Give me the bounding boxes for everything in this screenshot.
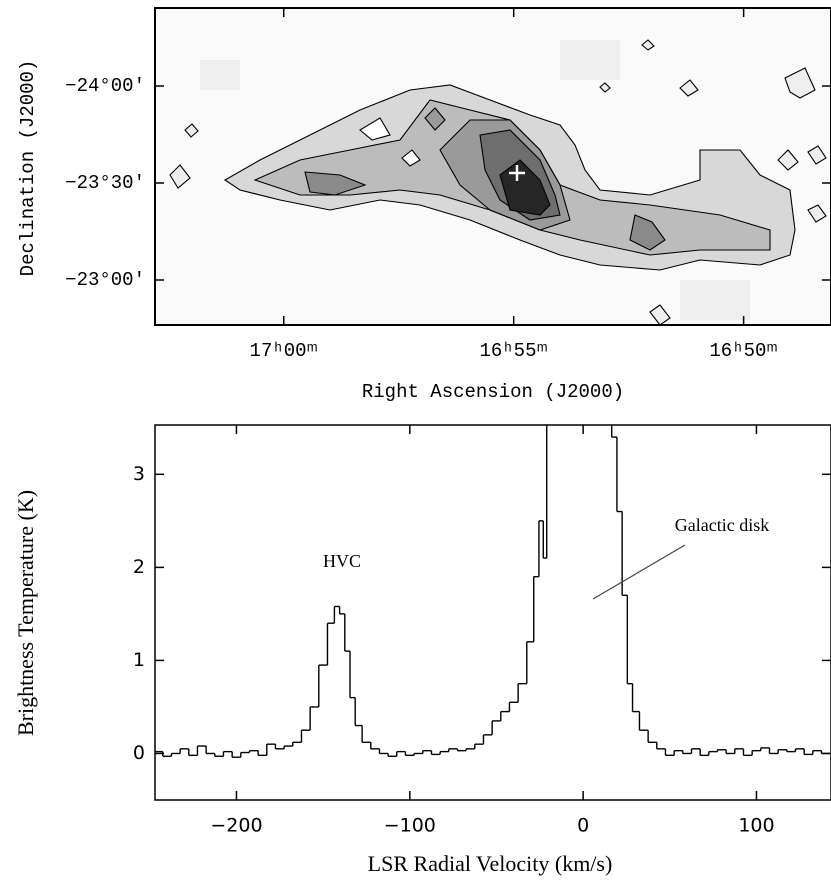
x-tick-label: −100 — [384, 815, 436, 837]
annotation: HVC — [323, 551, 361, 571]
sky-map — [155, 8, 831, 325]
y-tick-label: 3 — [133, 463, 145, 485]
x-tick-label: 0 — [577, 815, 589, 837]
y-tick-label: −24°00′ — [65, 75, 145, 97]
x-tick-label: 100 — [738, 815, 774, 837]
y-tick-label: −23°30′ — [65, 172, 145, 194]
x-axis-title: LSR Radial Velocity (km/s) — [368, 851, 613, 876]
y-tick-label: 2 — [133, 556, 145, 578]
y-tick-label: 1 — [133, 649, 145, 671]
y-axis-title: Brightness Temperature (K) — [13, 490, 38, 736]
map-frame — [154, 7, 831, 326]
annotation: Galactic disk — [675, 515, 769, 535]
x-tick-label: −200 — [210, 815, 262, 837]
y-tick-label: 0 — [133, 742, 145, 764]
x-tick-label: 16ʰ55ᵐ — [479, 340, 547, 362]
plot-frame — [154, 424, 831, 801]
x-tick-label: 16ʰ50ᵐ — [709, 340, 777, 362]
x-tick-label: 17ʰ00ᵐ — [250, 340, 318, 362]
y-axis-title: Declination (J2000) — [17, 60, 39, 277]
annotation-pointer — [592, 544, 686, 600]
x-axis-title: Right Ascension (J2000) — [362, 381, 624, 403]
y-tick-label: −23°00′ — [65, 269, 145, 291]
